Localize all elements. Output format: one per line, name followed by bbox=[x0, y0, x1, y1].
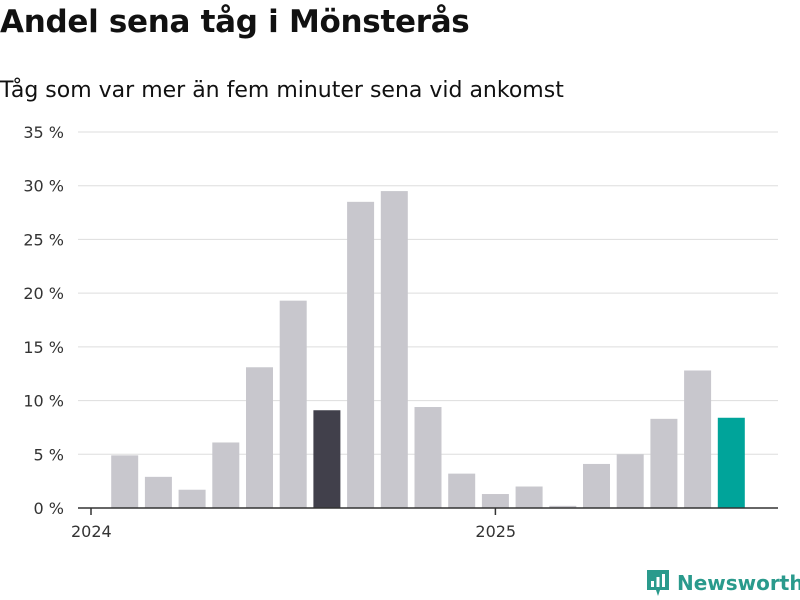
y-tick-label: 15 % bbox=[23, 338, 64, 357]
bar bbox=[616, 454, 644, 508]
bar bbox=[650, 418, 678, 508]
brand-logo: Newsworthy bbox=[645, 568, 800, 598]
bar bbox=[347, 201, 375, 509]
y-tick-label: 25 % bbox=[23, 230, 64, 249]
x-tick-label: 2025 bbox=[475, 522, 516, 541]
x-tick-label: 2024 bbox=[71, 522, 112, 541]
bar bbox=[481, 494, 509, 508]
bar bbox=[313, 410, 341, 508]
bar bbox=[212, 442, 240, 508]
bar bbox=[717, 417, 745, 508]
bar bbox=[279, 300, 307, 508]
y-tick-label: 20 % bbox=[23, 284, 64, 303]
chart-title: Andel sena tåg i Mönsterås bbox=[0, 4, 470, 40]
bar bbox=[448, 473, 476, 508]
y-tick-label: 30 % bbox=[23, 177, 64, 196]
brand-name: Newsworthy bbox=[677, 571, 800, 595]
bar bbox=[583, 463, 610, 508]
bar bbox=[549, 505, 577, 508]
bar bbox=[515, 486, 543, 508]
y-tick-label: 35 % bbox=[23, 123, 64, 142]
y-tick-label: 0 % bbox=[34, 499, 64, 518]
bar bbox=[144, 476, 172, 508]
bar bbox=[380, 191, 408, 509]
y-tick-label: 5 % bbox=[34, 445, 64, 464]
chart-subtitle: Tåg som var mer än fem minuter sena vid … bbox=[0, 78, 564, 103]
bar bbox=[246, 367, 273, 508]
newsworthy-logo-icon bbox=[647, 570, 669, 596]
bar bbox=[684, 370, 712, 508]
bar bbox=[111, 455, 139, 508]
y-tick-label: 10 % bbox=[23, 392, 64, 411]
bar bbox=[178, 489, 206, 508]
bar bbox=[414, 407, 442, 508]
